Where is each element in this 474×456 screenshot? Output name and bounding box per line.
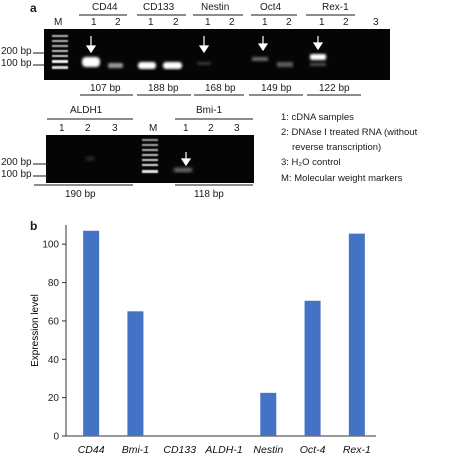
x-tick-label: CD44 (78, 444, 105, 456)
top-gene-label: Nestin (201, 2, 230, 13)
x-tick-label: Bmi-1 (122, 444, 149, 456)
y-tick-label: 100 (42, 240, 59, 251)
bottom-lane-number: 1 (183, 123, 189, 134)
ladder-label: 100 bp (1, 169, 32, 180)
top-marker-label: M (54, 17, 63, 28)
legend-line: 2: DNAse I treated RNA (without (281, 127, 418, 138)
top-size-label: 149 bp (261, 83, 292, 94)
ladder-label: 100 bp (1, 58, 32, 69)
top-size-label: 122 bp (319, 83, 350, 94)
top-gene-label: CD133 (143, 2, 175, 13)
x-tick-label: Rex-1 (343, 444, 371, 456)
legend-line: 3: H₂O control (281, 157, 341, 168)
bottom-lane-number: 2 (85, 123, 91, 134)
bottom-lane-number: 3 (112, 123, 118, 134)
bars (83, 230, 365, 436)
y-axis-label: Expression level (30, 294, 41, 367)
x-tick-label: Nestin (253, 444, 283, 456)
top-lane-number: 1 (91, 17, 97, 28)
top-lane-number: 2 (343, 17, 349, 28)
bar-bmi-1 (127, 311, 144, 436)
x-tick-label: CD133 (163, 444, 196, 456)
top-gene-label: CD44 (92, 2, 118, 13)
bar-oct-4 (304, 300, 321, 436)
y-tick-label: 60 (48, 316, 60, 327)
legend-line: M: Molecular weight markers (281, 173, 403, 184)
ladder-label: 200 bp (1, 157, 32, 168)
y-tick-label: 40 (48, 355, 60, 366)
legend-line: reverse transcription) (292, 142, 382, 153)
bottom-gene-label: Bmi-1 (196, 105, 223, 116)
top-lane-number: 2 (286, 17, 292, 28)
top-lane-number: 2 (229, 17, 235, 28)
top-lane-number: 3 (373, 17, 379, 28)
top-gene-label: Rex-1 (322, 2, 349, 13)
top-lane-number: 1 (262, 17, 268, 28)
x-tick-label: ALDH-1 (204, 444, 242, 456)
y-axis: 0 20 40 60 80 100 (42, 225, 376, 443)
bottom-gel-annotations (33, 118, 253, 186)
bottom-gel-image (46, 135, 254, 183)
y-tick-label: 20 (48, 393, 60, 404)
top-size-label: 168 bp (205, 83, 236, 94)
bar-nestin (260, 392, 277, 436)
panel-b-label: b (30, 219, 38, 233)
bottom-marker-label: M (149, 123, 158, 134)
bottom-lane-number: 3 (234, 123, 240, 134)
bar-rex-1 (348, 233, 365, 436)
bottom-lane-number: 2 (208, 123, 214, 134)
x-tick-label: Oct-4 (300, 444, 326, 456)
top-gene-label: Oct4 (260, 2, 282, 13)
bar-cd44 (83, 230, 100, 436)
top-lane-number: 1 (319, 17, 325, 28)
top-lane-number: 1 (205, 17, 211, 28)
y-tick-label: 80 (48, 278, 60, 289)
top-gel-image (44, 29, 390, 80)
top-lane-number: 1 (148, 17, 154, 28)
bottom-gene-label: ALDH1 (70, 105, 103, 116)
bottom-size-label: 190 bp (65, 189, 96, 200)
bottom-size-label: 118 bp (194, 189, 224, 200)
top-size-label: 107 bp (90, 83, 121, 94)
top-gel-annotations (33, 14, 361, 96)
y-tick-label: 0 (53, 432, 59, 443)
top-size-label: 188 bp (148, 83, 179, 94)
bottom-lane-number: 1 (59, 123, 65, 134)
top-lane-number: 2 (173, 17, 179, 28)
ladder-label: 200 bp (1, 46, 32, 57)
legend-line: 1: cDNA samples (281, 112, 354, 123)
x-axis-labels: CD44 Bmi-1 CD133 ALDH-1 Nestin Oct-4 Rex-1 (78, 444, 371, 456)
panel-a-label: a (30, 1, 37, 15)
top-lane-number: 2 (115, 17, 121, 28)
